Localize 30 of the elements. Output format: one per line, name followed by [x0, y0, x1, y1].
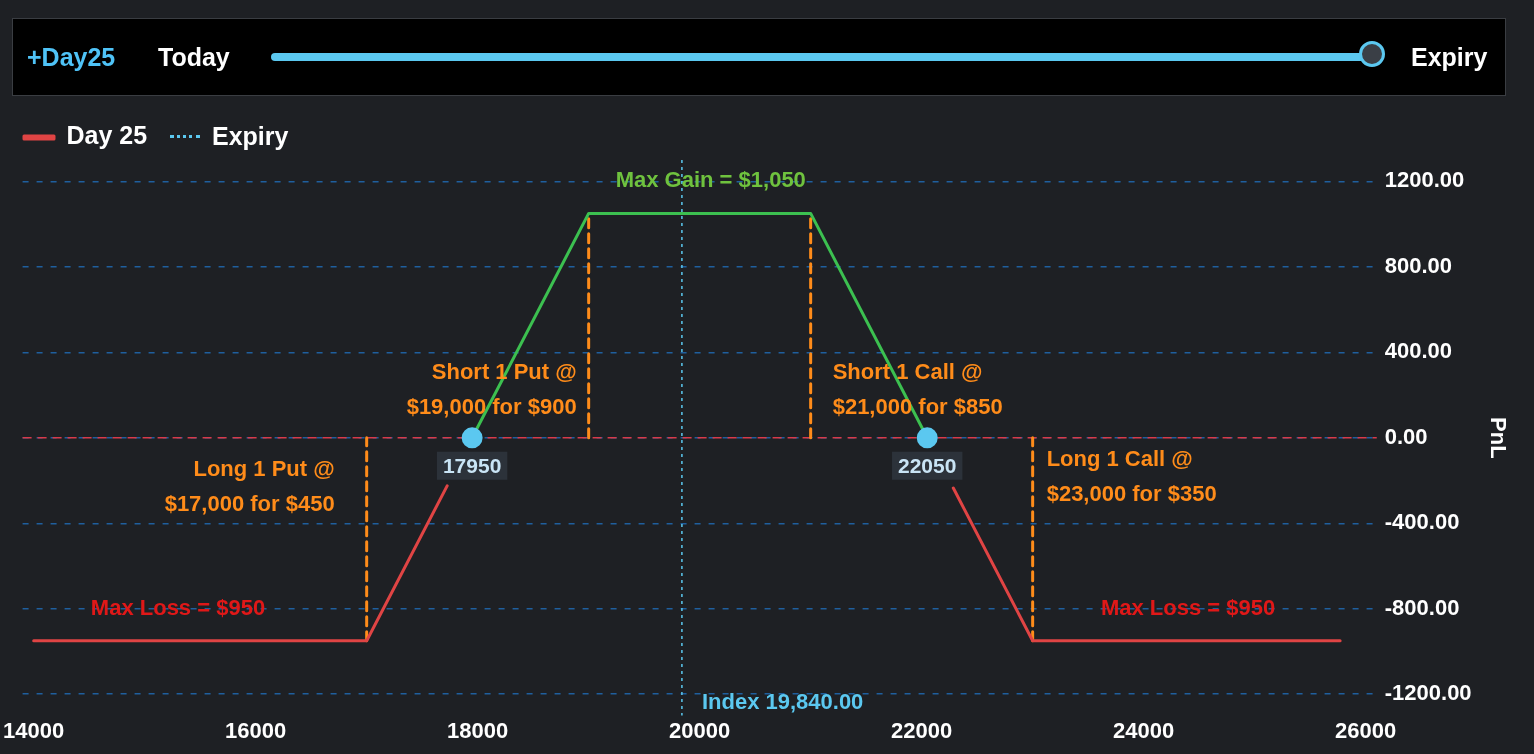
x-tick-label: 24000 — [1113, 717, 1175, 743]
annotation: Max Gain = $1,050 — [615, 167, 806, 193]
x-tick-label: 14000 — [3, 717, 65, 743]
y-tick-label: 1200.00 — [1384, 167, 1465, 193]
annotation: Max Loss = $950 — [1100, 594, 1276, 620]
y-tick-label: 800.00 — [1384, 252, 1453, 278]
y-tick-label: -400.00 — [1384, 509, 1460, 535]
annotation: Long 1 Put @ $17,000 for $450 — [164, 455, 335, 516]
y-axis-title: PnL — [1485, 417, 1511, 459]
annotation: Short 1 Put @ $19,000 for $900 — [406, 358, 577, 419]
ref-line-label: Index 19,840.00 — [701, 688, 864, 714]
y-tick-label: 400.00 — [1384, 338, 1453, 364]
annotation: 22050 — [898, 453, 957, 477]
y-tick-label: -800.00 — [1384, 594, 1460, 620]
annotation: Short 1 Call @ $21,000 for $850 — [832, 358, 1003, 419]
annotation: Long 1 Call @ $23,000 for $350 — [1046, 445, 1217, 506]
x-tick-label: 22000 — [891, 717, 953, 743]
text: Expiry — [1411, 43, 1488, 72]
text: Expiry — [212, 122, 289, 151]
y-tick-label: 0.00 — [1384, 423, 1428, 449]
text: +Day25 — [27, 43, 116, 72]
legend-label: Day 25 — [66, 121, 148, 150]
text: Today — [158, 43, 230, 72]
annotation: 17950 — [442, 453, 502, 477]
annotation: Max Loss = $950 — [90, 594, 266, 620]
x-tick-label: 26000 — [1335, 717, 1397, 743]
x-tick-label: 18000 — [447, 717, 509, 743]
y-tick-label: -1200.00 — [1384, 680, 1472, 706]
x-tick-label: 20000 — [669, 717, 731, 743]
x-tick-label: 16000 — [225, 717, 287, 743]
